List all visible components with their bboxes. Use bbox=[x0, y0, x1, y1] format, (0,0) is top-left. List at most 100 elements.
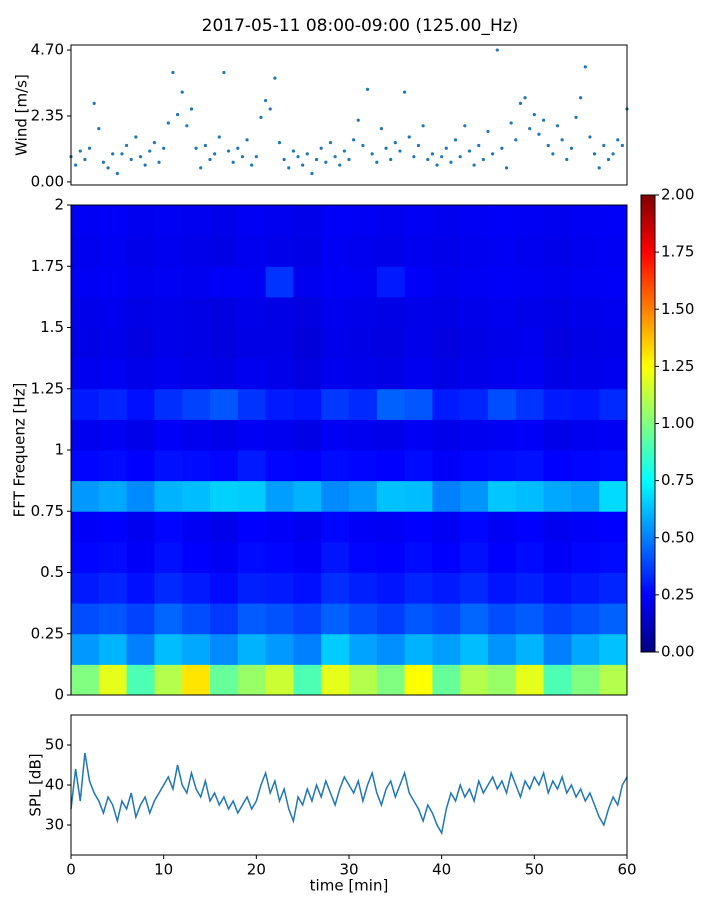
spectrogram-cell bbox=[182, 358, 211, 390]
spectrogram-cell bbox=[349, 235, 378, 267]
spectrogram-cell bbox=[182, 572, 211, 604]
wind-point bbox=[463, 124, 467, 128]
spectrogram-cell bbox=[126, 541, 155, 573]
spectrogram-cell bbox=[71, 450, 100, 482]
spectrogram-cell bbox=[432, 541, 461, 573]
spectrogram-cell bbox=[154, 480, 183, 512]
spectrogram-cell bbox=[210, 419, 239, 451]
spectrogram-cell bbox=[599, 296, 628, 328]
spectrogram-cell bbox=[126, 388, 155, 420]
spectrogram-cell bbox=[126, 572, 155, 604]
spectrogram-cell bbox=[515, 388, 545, 420]
spectrogram-cell bbox=[515, 450, 545, 482]
spectrogram-cell bbox=[488, 266, 517, 298]
spectrogram-cell bbox=[515, 296, 545, 328]
spectrogram-cell bbox=[432, 419, 461, 451]
spectrogram-cell bbox=[543, 480, 572, 512]
spectrogram-cell bbox=[265, 205, 294, 237]
spectrogram-cell bbox=[293, 541, 322, 573]
spectrogram-cell bbox=[488, 296, 517, 328]
spectrogram-cell bbox=[210, 511, 239, 543]
spectrogram-cell bbox=[349, 541, 378, 573]
spectrogram-cell bbox=[265, 480, 294, 512]
spectrogram-cell bbox=[543, 296, 572, 328]
spectrogram-cell bbox=[182, 603, 211, 635]
spectrogram-cell bbox=[126, 358, 155, 390]
spectrogram-cell bbox=[488, 358, 517, 390]
spectrogram-cell bbox=[154, 266, 183, 298]
spectrogram-cell bbox=[321, 266, 350, 298]
spectrogram-cell bbox=[376, 419, 406, 451]
spectrogram-cell bbox=[126, 235, 155, 267]
wind-point bbox=[166, 121, 170, 125]
spectrogram-cell bbox=[293, 327, 322, 359]
spectrogram-cell bbox=[265, 572, 294, 604]
spectrogram-cell bbox=[460, 480, 489, 512]
spectrogram-cell bbox=[237, 511, 267, 543]
wind-point bbox=[120, 152, 124, 156]
wind-point bbox=[426, 157, 430, 162]
spectrogram-cell bbox=[571, 266, 600, 298]
spectrogram-cell bbox=[98, 511, 128, 543]
spectrogram-cell bbox=[293, 235, 322, 267]
spectrogram-cell bbox=[599, 327, 628, 359]
spectrogram-cell bbox=[210, 664, 239, 696]
y-tick-label: 30 bbox=[45, 816, 64, 834]
spectrogram-cell bbox=[321, 511, 350, 543]
spectrogram-cell bbox=[488, 327, 517, 359]
spectrogram-cell bbox=[376, 205, 406, 237]
wind-point bbox=[324, 160, 328, 164]
spectrogram-cell bbox=[126, 266, 155, 298]
spectrogram-cell bbox=[321, 388, 350, 420]
wind-point bbox=[352, 138, 356, 142]
spectrogram-cell bbox=[571, 664, 600, 696]
spectrogram-cell bbox=[293, 450, 322, 482]
spectrogram-cell bbox=[154, 541, 183, 573]
spectrogram-cell bbox=[293, 296, 322, 328]
spectrogram-cell bbox=[154, 511, 183, 543]
x-tick-label: 60 bbox=[617, 861, 636, 879]
y-tick-label: 0 bbox=[54, 686, 64, 704]
wind-point bbox=[416, 143, 421, 148]
spectrogram-cell bbox=[154, 358, 183, 390]
spectrogram-cell bbox=[321, 296, 350, 328]
wind-point bbox=[78, 149, 82, 153]
spectrogram-cell bbox=[432, 388, 461, 420]
spectrogram-cell bbox=[210, 235, 239, 267]
spectrogram-cell bbox=[432, 205, 461, 237]
spectrogram-cell bbox=[432, 603, 461, 635]
spectrogram-cell bbox=[71, 419, 100, 451]
spectrogram-cell bbox=[599, 266, 628, 298]
spectrogram-cell bbox=[265, 541, 294, 573]
spectrogram-cell bbox=[404, 572, 433, 604]
spectrogram-cell bbox=[349, 327, 378, 359]
spectrogram-cell bbox=[543, 266, 572, 298]
spectrogram-cell bbox=[182, 450, 211, 482]
spectrogram-cell bbox=[460, 235, 489, 267]
spectrogram-cell bbox=[182, 327, 211, 359]
spectrogram-cell bbox=[265, 327, 294, 359]
wind-point bbox=[250, 163, 254, 167]
spectrogram-cell bbox=[154, 205, 183, 237]
spectrogram-cell bbox=[515, 511, 545, 543]
wind-point bbox=[296, 155, 300, 159]
spectrogram-cell bbox=[571, 296, 600, 328]
figure-title: 2017-05-11 08:00-09:00 (125.00_Hz) bbox=[202, 16, 519, 36]
spectrogram-cell bbox=[293, 266, 322, 298]
colorbar-tick-label: 1.25 bbox=[661, 357, 694, 375]
spectrogram-cell bbox=[98, 419, 128, 451]
spectrogram-cell bbox=[404, 633, 433, 665]
spectrogram-cell bbox=[265, 664, 294, 696]
spectrogram-cell bbox=[293, 388, 322, 420]
wind-point bbox=[277, 141, 282, 145]
wind-point bbox=[208, 157, 212, 162]
spectrogram-cell bbox=[293, 419, 322, 451]
spectrogram-cell bbox=[293, 664, 322, 696]
spectrogram-cell bbox=[98, 572, 128, 604]
spectrogram-cell bbox=[154, 450, 183, 482]
spectrogram-cell bbox=[321, 358, 350, 390]
spectrogram-cell bbox=[98, 450, 128, 482]
spectrogram-cell bbox=[293, 603, 322, 635]
spectrogram-cell bbox=[599, 603, 628, 635]
